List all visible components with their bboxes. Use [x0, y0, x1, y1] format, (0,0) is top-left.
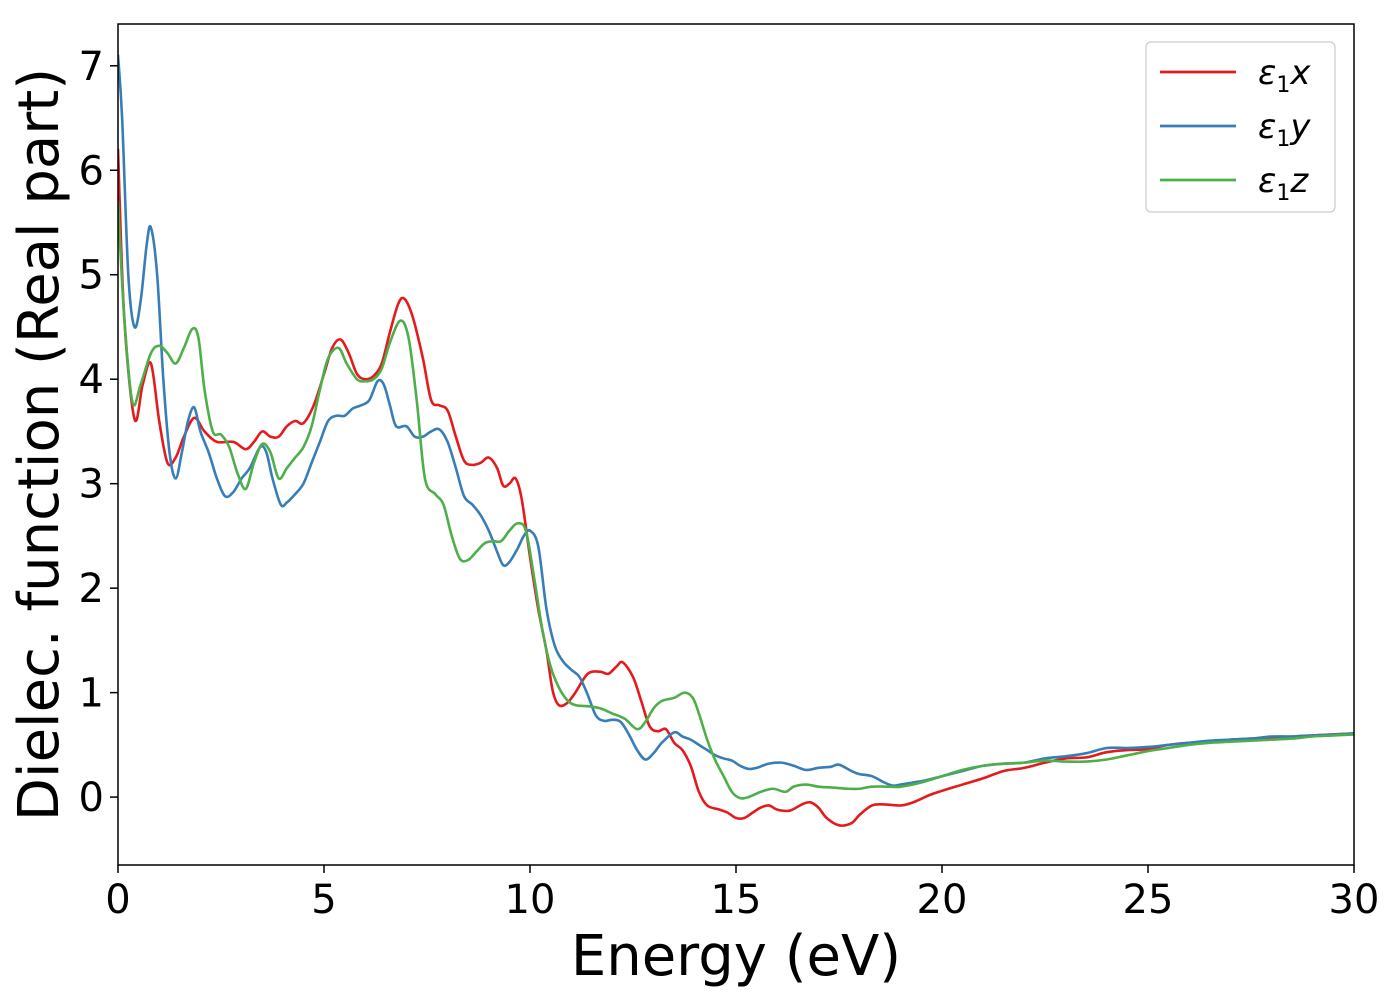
legend-label-z: ε1z [1258, 161, 1309, 206]
x-axis-label: Energy (eV) [571, 924, 901, 989]
x-tick-label: 0 [105, 877, 130, 923]
x-tick-label: 30 [1329, 877, 1380, 923]
y-tick-label: 1 [79, 671, 104, 717]
legend-label-x: ε1x [1258, 53, 1311, 98]
y-tick-label: 7 [79, 44, 104, 90]
x-tick-label: 25 [1123, 877, 1174, 923]
ticks-layer: 0 5 10 15 20 25 30 0 1 2 3 4 5 6 7 [79, 44, 1380, 923]
y-tick-label: 4 [79, 357, 104, 403]
x-tick-label: 5 [311, 877, 336, 923]
y-axis-label: Dielec. function (Real part) [7, 68, 72, 821]
series-line-z [118, 200, 1354, 800]
x-tick-label: 15 [711, 877, 762, 923]
series-line-x [118, 148, 1354, 827]
legend-box [1145, 41, 1336, 213]
legend-label-y: ε1y [1258, 107, 1311, 152]
y-tick-label: 6 [79, 148, 104, 194]
x-tick-label: 20 [917, 877, 968, 923]
y-tick-label: 5 [79, 253, 104, 299]
y-tick-label: 2 [79, 566, 104, 612]
x-tick-label: 10 [505, 877, 556, 923]
y-tick-label: 0 [79, 775, 104, 821]
y-tick-label: 3 [79, 462, 104, 508]
series-layer [118, 54, 1354, 827]
legend: ε1x ε1y ε1z [1145, 41, 1336, 213]
